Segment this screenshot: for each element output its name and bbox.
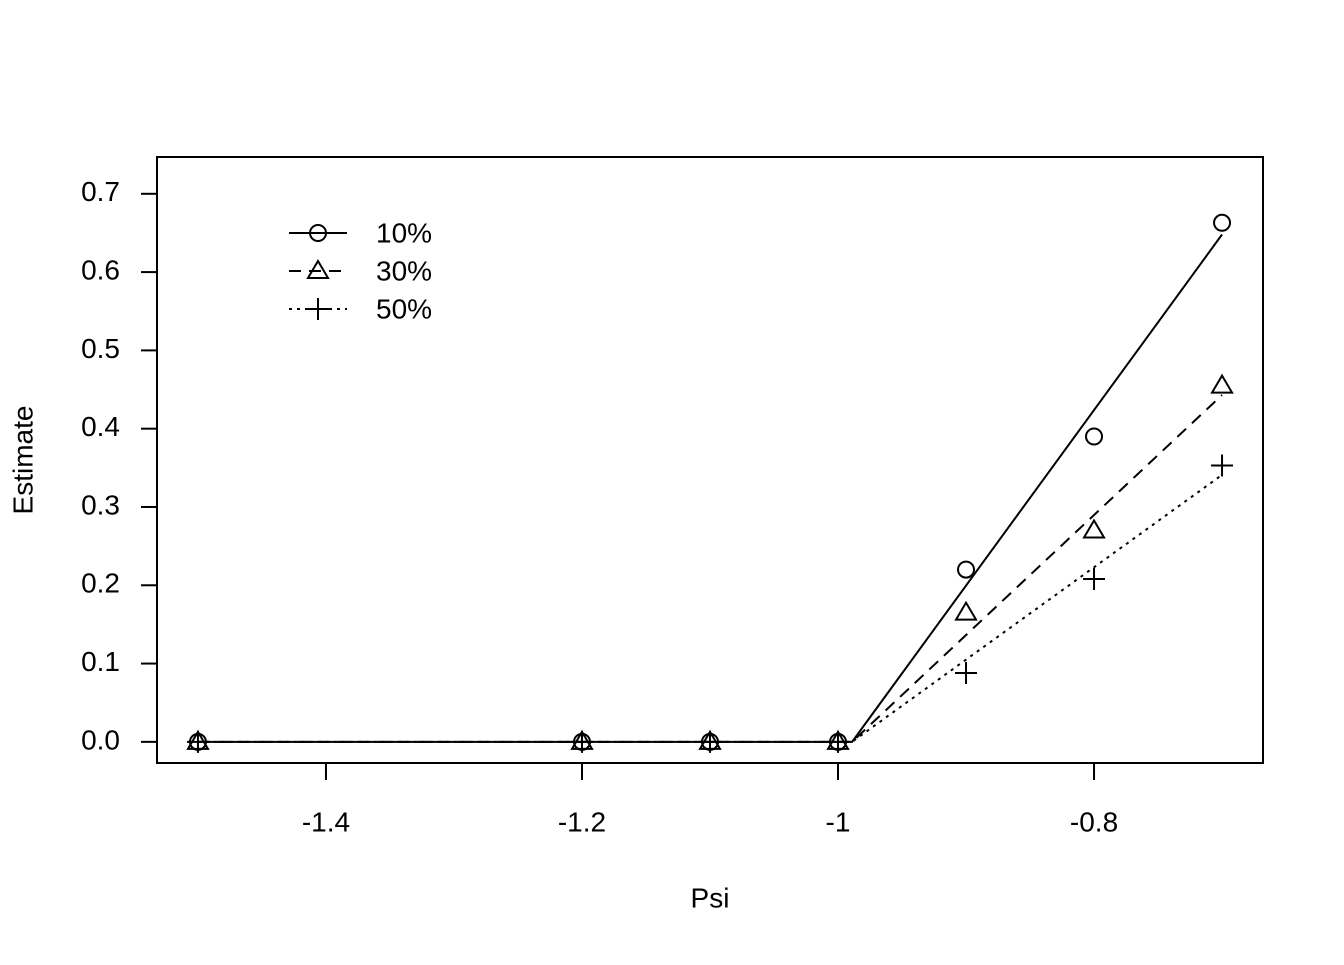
fit-line <box>197 474 1223 743</box>
y-axis-label: Estimate <box>7 406 38 515</box>
point <box>1082 518 1106 539</box>
point <box>1210 373 1234 394</box>
point <box>186 730 209 753</box>
x-tick-label: -1 <box>826 806 851 837</box>
point <box>957 560 976 579</box>
x-tick-label: -1.2 <box>558 806 606 837</box>
plot-box <box>156 156 1264 764</box>
y-tick-label: 0.7 <box>81 176 120 207</box>
point <box>954 600 978 621</box>
y-tick-label: 0.2 <box>81 568 120 599</box>
point <box>1211 454 1234 477</box>
point <box>827 730 850 753</box>
point <box>1213 213 1232 232</box>
legend-label: 30% <box>376 255 432 286</box>
y-tick-label: 0.6 <box>81 254 120 285</box>
point <box>955 661 978 684</box>
legend-label: 10% <box>376 217 432 248</box>
point <box>1083 568 1106 591</box>
fit-line <box>197 394 1223 743</box>
y-tick-label: 0.4 <box>81 411 120 442</box>
legend-marker <box>309 224 327 242</box>
y-tick-label: 0.0 <box>81 724 120 755</box>
legend-marker <box>306 259 330 279</box>
x-tick-label: -1.4 <box>302 806 350 837</box>
x-axis-label: Psi <box>691 882 730 913</box>
y-tick-label: 0.3 <box>81 489 120 520</box>
point <box>699 730 721 753</box>
x-tick-label: -0.8 <box>1070 806 1118 837</box>
y-tick-label: 0.1 <box>81 646 120 677</box>
fit-line <box>197 233 1223 743</box>
y-tick-label: 0.5 <box>81 333 120 364</box>
point <box>570 730 593 753</box>
point <box>1085 427 1104 446</box>
legend-label: 50% <box>376 293 432 324</box>
legend-marker <box>307 298 329 320</box>
